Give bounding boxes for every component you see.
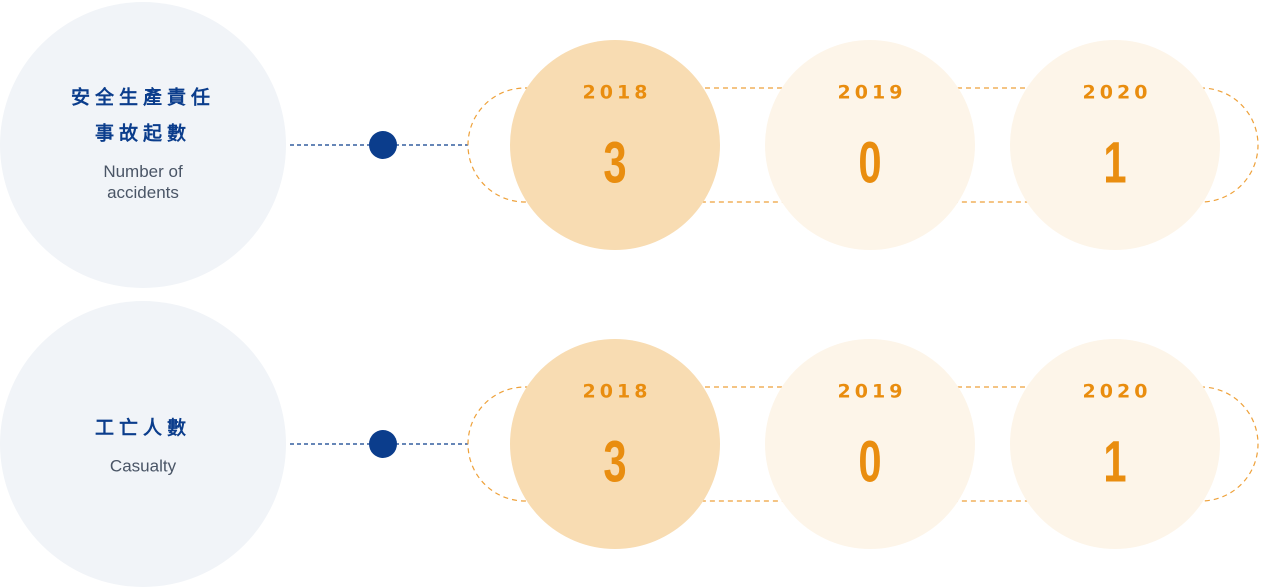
year-value: 1 [1103,429,1126,494]
title-line: 工亡人數 [95,416,191,439]
year-circle [510,40,720,250]
title-line: 安全生產責任 [71,86,215,109]
subtitle-line: accidents [107,183,179,202]
title-line: 事故起數 [95,122,191,145]
year-label: 2019 [838,381,907,403]
year-circle [510,339,720,549]
year-circle [1010,339,1220,549]
year-circle [765,339,975,549]
year-value: 0 [858,130,881,195]
year-value: 3 [603,130,626,195]
year-circle [765,40,975,250]
year-circle [1010,40,1220,250]
subtitle-line: Casualty [110,456,177,475]
year-value: 3 [603,429,626,494]
subtitle-line: Number of [103,162,183,181]
year-label: 2020 [1083,381,1152,403]
connector-dot [369,131,397,159]
year-value: 1 [1103,130,1126,195]
year-label: 2018 [583,82,652,104]
connector-dot [369,430,397,458]
label-circle [0,2,286,288]
year-label: 2018 [583,381,652,403]
year-label: 2020 [1083,82,1152,104]
year-value: 0 [858,429,881,494]
label-circle [0,301,286,587]
year-label: 2019 [838,82,907,104]
